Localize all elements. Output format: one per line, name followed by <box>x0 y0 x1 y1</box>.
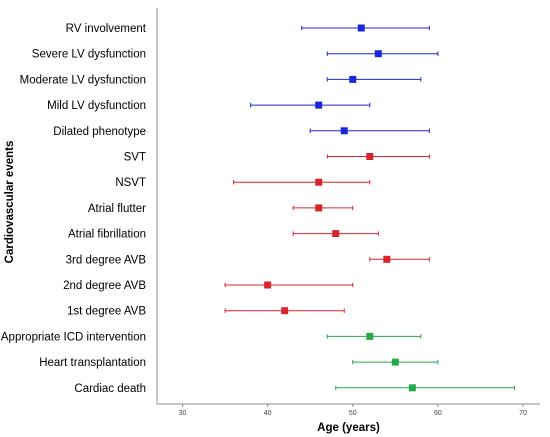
event-label: Dilated phenotype <box>53 126 146 138</box>
event-row: Moderate LV dysfunction <box>20 74 422 86</box>
event-row: Cardiac death <box>74 383 515 395</box>
mean-marker <box>281 307 289 315</box>
event-row: 3rd degree AVB <box>66 254 430 266</box>
event-rows: RV involvement Severe LV dysfunction Moder… <box>1 23 515 395</box>
x-axis-ticks: 30 40 50 60 70 <box>179 404 527 417</box>
event-label: Mild LV dysfunction <box>47 100 146 112</box>
event-row: RV involvement <box>66 23 430 35</box>
event-row: 2nd degree AVB <box>63 280 354 292</box>
mean-marker <box>315 101 323 109</box>
event-label: NSVT <box>115 177 146 189</box>
plot-area <box>156 8 540 405</box>
x-tick-label: 50 <box>349 410 357 417</box>
event-row: 1st degree AVB <box>67 306 345 318</box>
mean-marker <box>340 127 348 135</box>
event-label: Severe LV dysfunction <box>32 49 146 61</box>
x-tick-label: 70 <box>519 410 527 417</box>
x-tick-label: 30 <box>179 410 187 417</box>
mean-marker <box>366 332 374 340</box>
event-label: SVT <box>124 152 146 164</box>
event-row: Mild LV dysfunction <box>47 100 371 112</box>
event-label: Cardiac death <box>74 383 146 395</box>
event-label: 1st degree AVB <box>67 306 146 318</box>
event-label: Heart transplantation <box>39 357 146 369</box>
event-label: Moderate LV dysfunction <box>20 74 146 86</box>
mean-marker <box>315 204 323 212</box>
event-row: Heart transplantation <box>39 357 439 369</box>
event-label: Appropriate ICD intervention <box>1 331 146 343</box>
mean-marker <box>332 230 340 238</box>
event-row: Dilated phenotype <box>53 126 430 138</box>
event-row: Appropriate ICD intervention <box>1 331 422 343</box>
event-row: Severe LV dysfunction <box>32 49 439 61</box>
mean-marker <box>315 178 323 186</box>
mean-marker <box>349 75 357 83</box>
event-label: Atrial flutter <box>88 203 146 215</box>
mean-marker <box>374 50 382 58</box>
mean-marker <box>264 281 272 289</box>
x-axis-title: Age (years) <box>317 422 380 434</box>
event-label: 3rd degree AVB <box>66 254 147 266</box>
mean-marker <box>357 24 365 32</box>
x-tick-label: 40 <box>264 410 272 417</box>
mean-marker <box>408 384 416 392</box>
event-label: Atrial fibrillation <box>68 229 146 241</box>
mean-marker <box>383 255 391 263</box>
event-label: RV involvement <box>66 23 147 35</box>
mean-marker <box>391 358 399 366</box>
x-tick-label: 60 <box>434 410 442 417</box>
event-row: NSVT <box>115 177 371 189</box>
event-row: SVT <box>124 152 430 164</box>
event-label: 2nd degree AVB <box>63 280 146 292</box>
event-row: Atrial flutter <box>88 203 354 215</box>
event-row: Atrial fibrillation <box>68 229 379 241</box>
mean-marker <box>366 153 374 160</box>
y-axis-title: Cardiovascular events <box>4 141 16 264</box>
